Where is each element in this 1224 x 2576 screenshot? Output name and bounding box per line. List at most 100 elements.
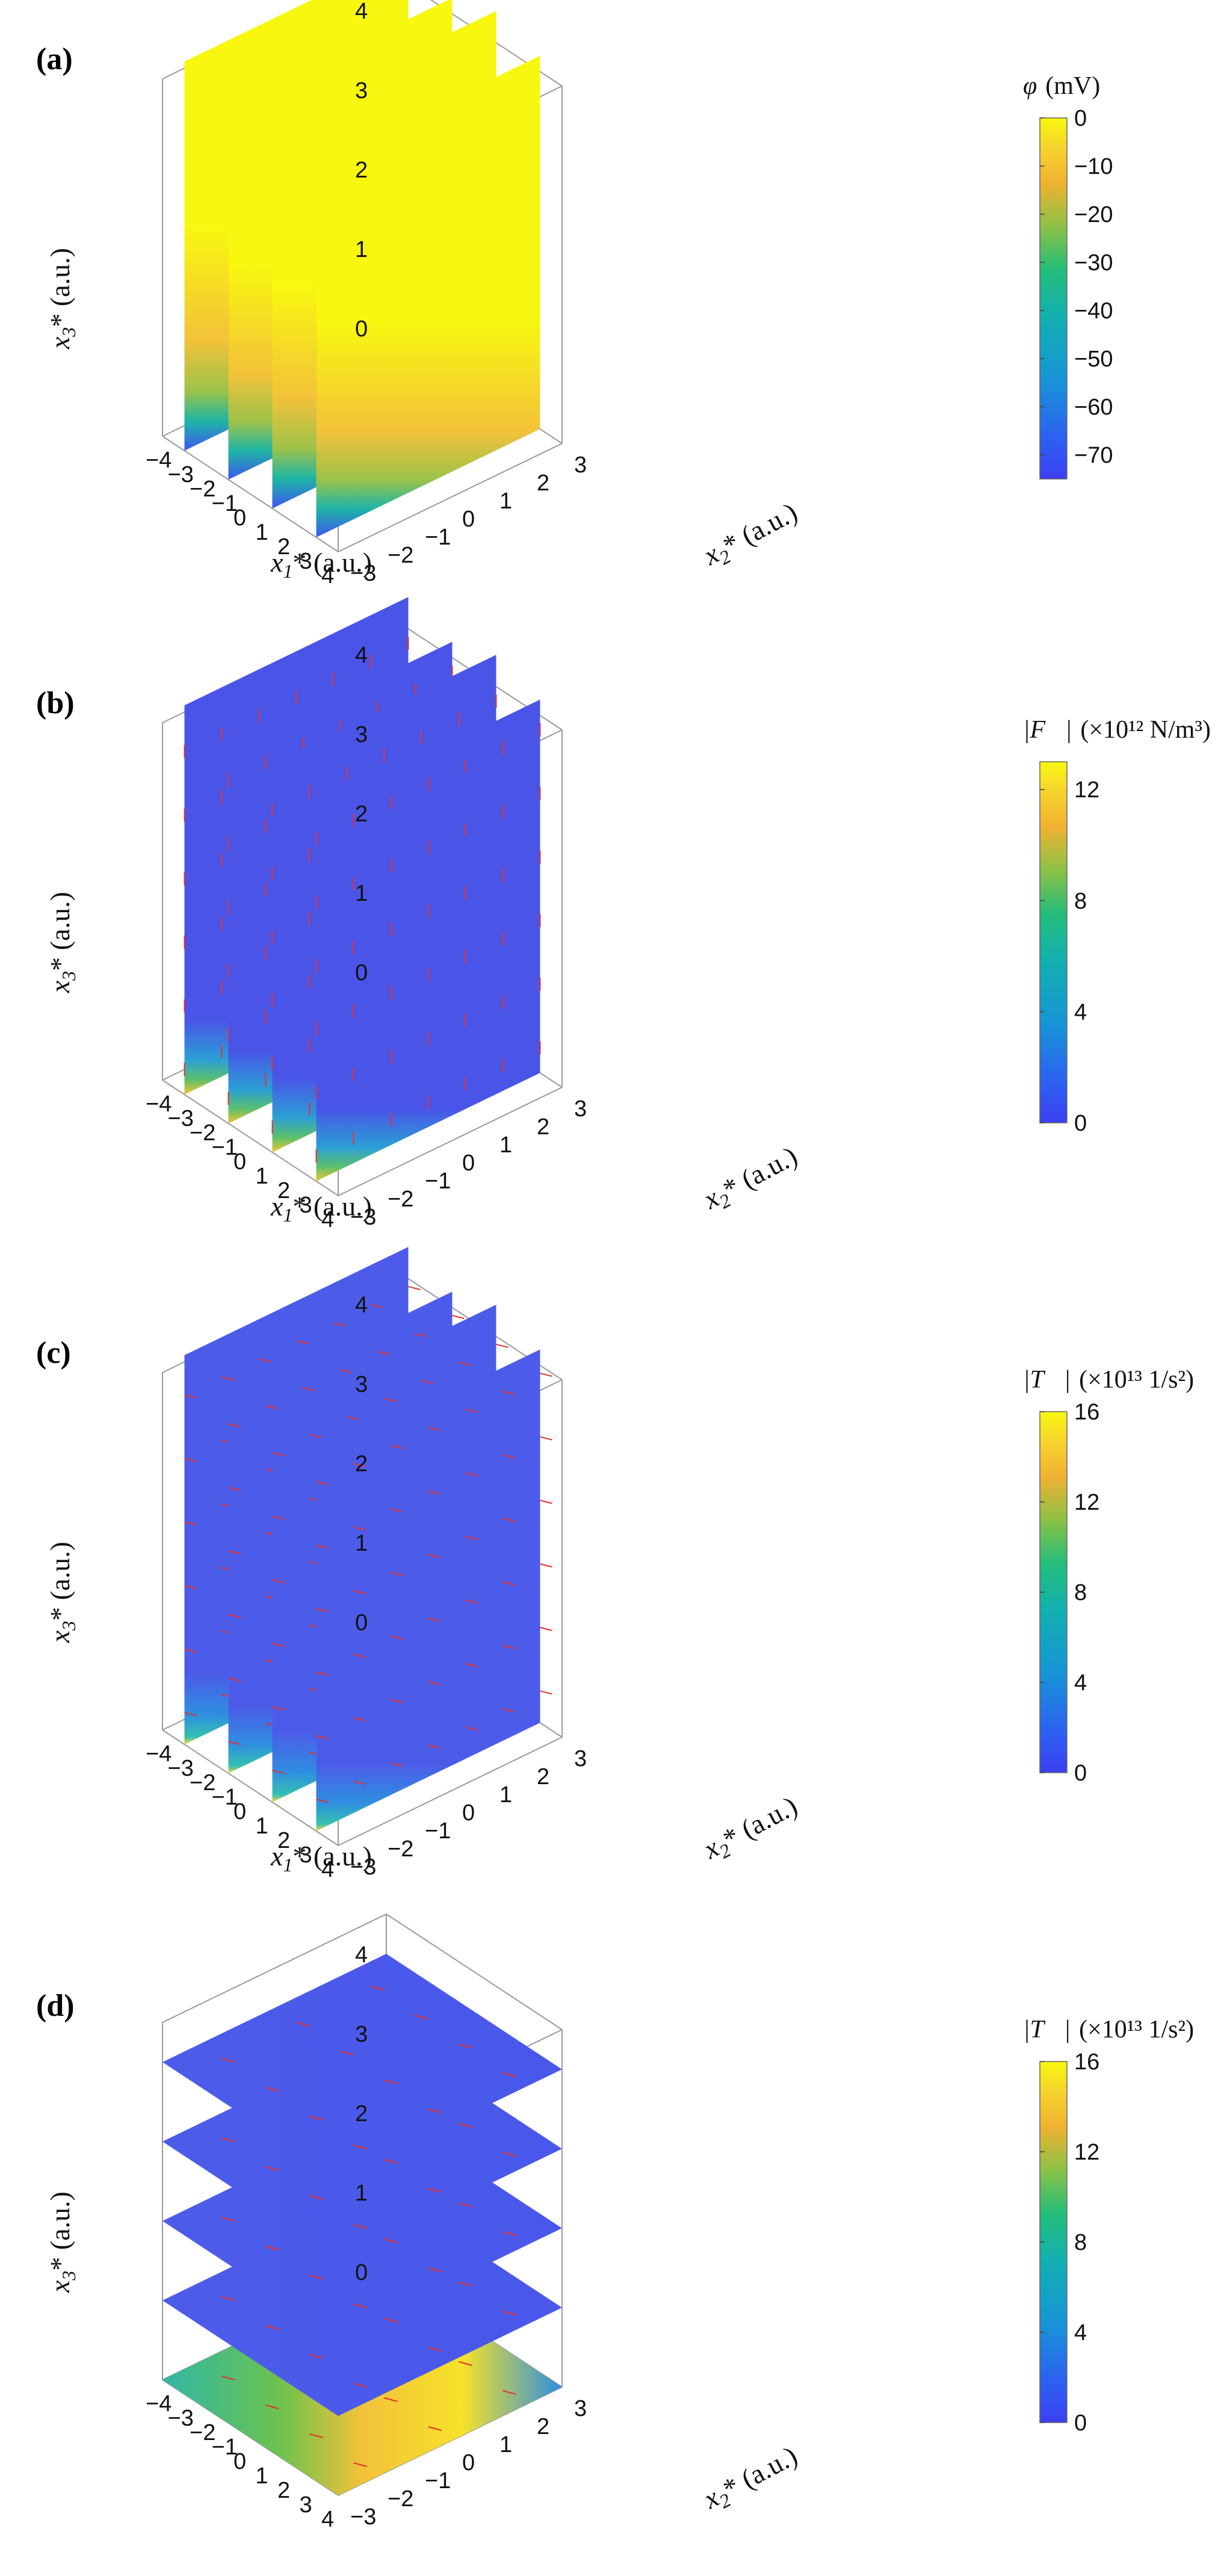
colorbar-tick-label: −20 bbox=[1074, 202, 1113, 227]
quiver-arrow bbox=[502, 1708, 515, 1713]
colorbar-tick-label: 16 bbox=[1074, 1400, 1099, 1425]
x1-tick-label: −3 bbox=[168, 462, 194, 487]
x1-tick-label: −2 bbox=[190, 2420, 215, 2445]
x2-axis-label: x2* (a.u.) bbox=[698, 496, 804, 575]
colorbar-tick-label: 12 bbox=[1074, 2140, 1099, 2165]
quiver-arrow bbox=[353, 1781, 366, 1785]
x1-axis-label: x1* (a.u.) bbox=[270, 1191, 372, 1226]
x2-tick-label: −1 bbox=[425, 525, 451, 550]
quiver-arrow bbox=[265, 1405, 278, 1410]
x2-tick-label: 1 bbox=[499, 1132, 512, 1158]
quiver-arrow bbox=[228, 1550, 241, 1555]
quiver-arrow bbox=[391, 1699, 403, 1703]
x1-axis-label-suffix: * (a.u.) bbox=[292, 1191, 372, 1222]
quiver-arrow bbox=[502, 2311, 516, 2315]
quiver-arrow bbox=[459, 2361, 472, 2366]
x1-tick-label: −2 bbox=[190, 1770, 215, 1796]
quiver-arrow bbox=[502, 2390, 516, 2395]
x2-axis-label-suffix: * (a.u.) bbox=[718, 2440, 802, 2504]
quiver-arrow bbox=[465, 1599, 478, 1604]
colorbar-title-symbol: |F⃗| bbox=[1023, 716, 1072, 744]
colorbar-tick-label: 12 bbox=[1074, 777, 1099, 803]
slice-x3-4 bbox=[162, 1954, 562, 2178]
x3-tick-label: 0 bbox=[355, 960, 368, 986]
quiver-arrow bbox=[316, 1481, 329, 1486]
x2-tick-label: −3 bbox=[350, 2504, 376, 2530]
x1-tick-label: −1 bbox=[212, 491, 238, 516]
colorbar-title-symbol: |T⃗| bbox=[1023, 2016, 1071, 2043]
quiver-arrow bbox=[465, 1472, 478, 1477]
axes-edge bbox=[162, 1080, 339, 1196]
colorbar-title-unit: (×10¹² N/m³) bbox=[1080, 716, 1211, 744]
x1-axis-label-symbol: x bbox=[270, 547, 283, 578]
x2-tick-label: −3 bbox=[350, 1205, 376, 1230]
quiver-arrow bbox=[221, 2058, 235, 2063]
axes-edge bbox=[338, 1087, 563, 1196]
panel-label: (d) bbox=[36, 1989, 75, 2023]
x1-axis-label-symbol: x bbox=[270, 1191, 283, 1222]
x1-tick-label: 2 bbox=[277, 1828, 290, 1853]
quiver-arrow bbox=[415, 1333, 427, 1338]
x1-tick-label: 2 bbox=[277, 534, 290, 560]
x3-tick-label: 1 bbox=[355, 1531, 368, 1556]
x1-tick-label: 0 bbox=[233, 2449, 246, 2474]
colorbar-tick-label: 8 bbox=[1074, 2230, 1087, 2255]
quiver-arrow bbox=[502, 2152, 516, 2157]
x1-axis-label-symbol: x bbox=[270, 1841, 283, 1871]
x1-tick-label: 4 bbox=[321, 1207, 334, 1232]
quiver-plane-4 bbox=[221, 1986, 516, 2149]
quiver-arrow bbox=[428, 1617, 440, 1622]
slice-x1-3 bbox=[316, 1349, 540, 1831]
colorbar-title-unit: (×10¹³ 1/s²) bbox=[1079, 2016, 1194, 2043]
axes-edge bbox=[162, 436, 339, 552]
x2-tick-label: 3 bbox=[574, 452, 587, 478]
quiver-arrow bbox=[353, 1526, 366, 1531]
axes-edge bbox=[386, 1913, 563, 2030]
quiver-arrow bbox=[465, 1409, 478, 1413]
x1-tick-label: −4 bbox=[146, 1741, 172, 1767]
slice-x1-3 bbox=[316, 699, 540, 1181]
quiver-arrow bbox=[391, 1635, 403, 1640]
quiver-arrow bbox=[309, 2116, 323, 2120]
quiver-arrow bbox=[421, 1380, 434, 1385]
quiver-arrow bbox=[353, 2383, 367, 2388]
x1-tick-label: 1 bbox=[256, 1814, 268, 1839]
quiver-arrow bbox=[502, 1454, 515, 1459]
quiver-arrow bbox=[228, 1614, 241, 1618]
quiver-arrow bbox=[347, 1416, 359, 1421]
quiver-slice-3 bbox=[315, 723, 541, 1163]
quiver-arrow bbox=[377, 1351, 390, 1356]
quiver-arrow bbox=[272, 1452, 285, 1457]
colorbar-tick-label: 12 bbox=[1074, 1490, 1099, 1515]
quiver-arrow bbox=[391, 1572, 403, 1577]
x2-axis-label: x2* (a.u.) bbox=[698, 2440, 804, 2519]
quiver-arrow bbox=[309, 2354, 323, 2359]
x2-tick-label: 1 bbox=[499, 489, 512, 514]
x3-tick-label: 0 bbox=[355, 1610, 368, 1635]
quiver-arrow bbox=[502, 2231, 516, 2236]
quiver-arrow bbox=[184, 1457, 197, 1462]
x3-axis-label-symbol: x bbox=[45, 980, 75, 993]
colorbar-title: |F⃗| (×10¹² N/m³) bbox=[1023, 716, 1211, 744]
colorbar-title-unit: (mV) bbox=[1045, 72, 1100, 100]
quiver-arrow bbox=[309, 1434, 322, 1439]
x1-tick-label: 1 bbox=[256, 2463, 268, 2489]
x1-tick-label: 0 bbox=[233, 505, 246, 531]
quiver-arrow bbox=[184, 1394, 197, 1399]
x2-tick-label: 3 bbox=[574, 1746, 587, 1771]
quiver-arrow bbox=[384, 2238, 398, 2243]
x2-tick-label: −1 bbox=[425, 2468, 451, 2494]
quiver-arrow bbox=[428, 2347, 442, 2352]
quiver-arrow bbox=[272, 1579, 285, 1584]
quiver-arrow bbox=[502, 1581, 515, 1586]
quiver-arrow bbox=[353, 1717, 366, 1722]
quiver-arrow bbox=[265, 2087, 279, 2092]
x1-tick-label: 3 bbox=[300, 549, 312, 574]
x3-tick-label: 2 bbox=[355, 158, 368, 183]
x3-tick-label: 1 bbox=[355, 237, 368, 262]
quiver-arrow bbox=[353, 2224, 367, 2229]
x3-axis-label: x3* (a.u.) bbox=[45, 892, 79, 993]
x3-tick-label: 1 bbox=[355, 881, 368, 906]
colorbar-tick-label: −40 bbox=[1074, 298, 1113, 324]
